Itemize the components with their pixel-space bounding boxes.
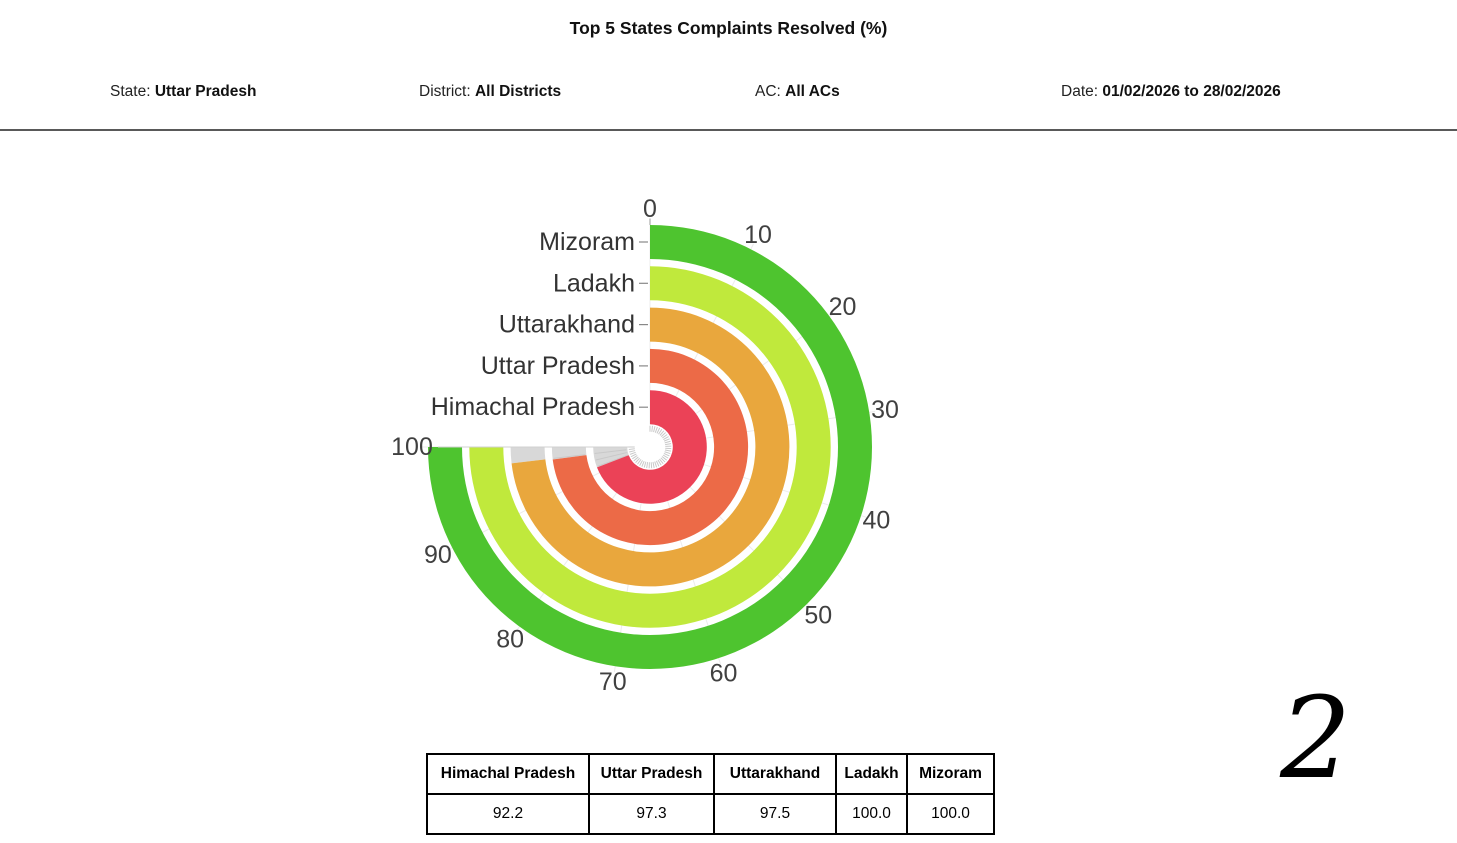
angle-axis-label: 90	[424, 541, 452, 569]
category-label: Mizoram	[539, 228, 635, 256]
page-title: Top 5 States Complaints Resolved (%)	[569, 18, 888, 38]
page-number: 2	[1280, 674, 1352, 804]
angle-axis-label: 0	[643, 195, 657, 223]
table-value-cell: 92.2	[426, 793, 590, 835]
angle-axis-label: 10	[744, 221, 772, 249]
filter-district-value: All Districts	[474, 83, 562, 100]
category-label: Ladakh	[553, 269, 635, 297]
filter-date: Date: 01/02/2026 to 28/02/2026	[1061, 83, 1281, 101]
table-header-cell: Ladakh	[835, 753, 908, 795]
filter-ac-label: AC:	[755, 83, 781, 100]
filter-district: District: All Districts	[419, 83, 561, 101]
table-value-cell: 97.5	[713, 793, 837, 835]
filter-ac-value: All ACs	[785, 83, 840, 100]
header-divider	[0, 129, 1457, 131]
ring-segment	[552, 348, 749, 546]
ring-segment	[593, 447, 629, 468]
angle-axis-label: 20	[829, 293, 857, 321]
ring-segment	[510, 447, 546, 464]
filter-date-value: 01/02/2026 to 28/02/2026	[1102, 83, 1281, 100]
angle-axis-label: 60	[710, 659, 738, 687]
table-header-cell: Uttar Pradesh	[588, 753, 715, 795]
table-header-cell: Uttarakhand	[713, 753, 837, 795]
table-value-cell: 100.0	[835, 793, 908, 835]
ring-segment	[551, 447, 587, 460]
category-label: Uttarakhand	[499, 311, 635, 339]
table-header-cell: Mizoram	[906, 753, 995, 795]
angle-axis-label: 100	[391, 433, 433, 461]
table-header-row: Himachal Pradesh Uttar Pradesh Uttarakha…	[426, 753, 995, 795]
angle-axis-label: 40	[862, 507, 890, 535]
table-value-cell: 97.3	[588, 793, 715, 835]
radial-bar-chart: Mizoram Ladakh Uttarakhand Uttar Pradesh Him…	[391, 195, 899, 696]
filter-date-label: Date:	[1061, 83, 1099, 100]
filter-bar: State: Uttar Pradesh District: All Distr…	[0, 83, 1457, 105]
filter-state-label: State:	[110, 83, 151, 100]
category-label: Uttar Pradesh	[481, 352, 635, 380]
angle-axis-label: 50	[804, 601, 832, 629]
data-table: Himachal Pradesh Uttar Pradesh Uttarakha…	[426, 753, 995, 835]
ring-segment	[596, 390, 707, 504]
filter-ac: AC: All ACs	[755, 83, 840, 101]
filter-district-label: District:	[419, 83, 471, 100]
angle-axis-label: 80	[496, 626, 524, 654]
table-value-row: 92.2 97.3 97.5 100.0 100.0	[426, 793, 995, 835]
filter-state-value: Uttar Pradesh	[154, 83, 257, 100]
angle-axis-label: 70	[599, 668, 627, 696]
angle-axis-label: 30	[871, 396, 899, 424]
category-label: Himachal Pradesh	[431, 393, 635, 421]
table-header-cell: Himachal Pradesh	[426, 753, 590, 795]
filter-state: State: Uttar Pradesh	[110, 83, 256, 101]
table-value-cell: 100.0	[906, 793, 995, 835]
